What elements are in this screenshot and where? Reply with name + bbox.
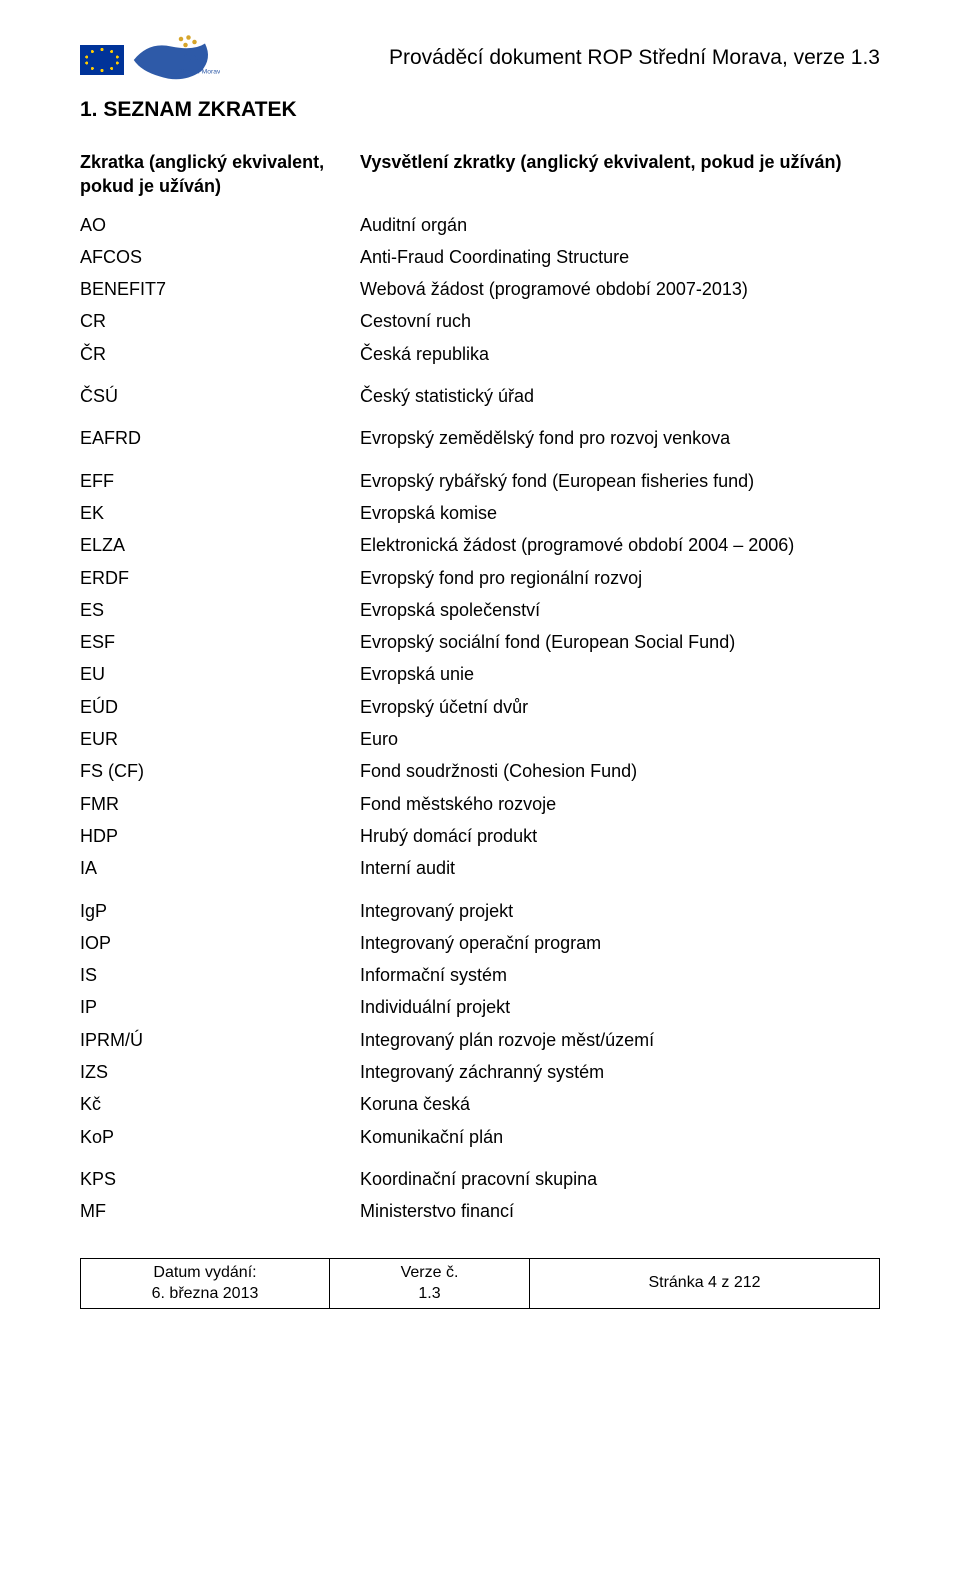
table-row-val: Evropská unie	[360, 658, 880, 690]
table-row-val: Evropský sociální fond (European Social …	[360, 626, 880, 658]
table-row-key: EU	[80, 658, 360, 690]
table-row-key: BENEFIT7	[80, 273, 360, 305]
table-row-key: IP	[80, 991, 360, 1023]
table-row-val: Komunikační plán	[360, 1121, 880, 1153]
table-row-key: Kč	[80, 1088, 360, 1120]
table-row-val: Fond soudržnosti (Cohesion Fund)	[360, 755, 880, 787]
table-row-key: IgP	[80, 895, 360, 927]
table-row-key: KPS	[80, 1163, 360, 1195]
table-row-val: Koordinační pracovní skupina	[360, 1163, 880, 1195]
table-row-val: Evropská komise	[360, 497, 880, 529]
table-row-key: IPRM/Ú	[80, 1024, 360, 1056]
table-row-val: Integrovaný záchranný systém	[360, 1056, 880, 1088]
table-row-key: EFF	[80, 465, 360, 497]
table-row-val: Webová žádost (programové období 2007-20…	[360, 273, 880, 305]
table-row-key: ČR	[80, 338, 360, 370]
table-row-val: Integrovaný plán rozvoje měst/území	[360, 1024, 880, 1056]
abbrev-table: Zkratka (anglický ekvivalent, pokud je u…	[80, 150, 880, 1228]
table-row-val: Hrubý domácí produkt	[360, 820, 880, 852]
table-row-val: Evropský fond pro regionální rozvoj	[360, 562, 880, 594]
table-row-val: Český statistický úřad	[360, 380, 880, 412]
logo-text-top: ROP	[178, 51, 207, 66]
table-row-key: KoP	[80, 1121, 360, 1153]
footer-left-value: 6. března 2013	[91, 1283, 319, 1305]
table-row-val: Evropský rybářský fond (European fisheri…	[360, 465, 880, 497]
table-row-key: IZS	[80, 1056, 360, 1088]
table-row-val: Evropský účetní dvůr	[360, 691, 880, 723]
table-head-left: Zkratka (anglický ekvivalent, pokud je u…	[80, 150, 360, 209]
table-row-key: IOP	[80, 927, 360, 959]
eu-flag-icon	[80, 45, 124, 75]
table-row-val: Elektronická žádost (programové období 2…	[360, 529, 880, 561]
table-row-key: ES	[80, 594, 360, 626]
footer-left: Datum vydání: 6. března 2013	[80, 1258, 330, 1309]
table-row-val: Evropská společenství	[360, 594, 880, 626]
table-row-key: IS	[80, 959, 360, 991]
section-title: 1. SEZNAM ZKRATEK	[80, 98, 880, 122]
table-row-key: EAFRD	[80, 422, 360, 454]
table-row-val: Cestovní ruch	[360, 305, 880, 337]
table-row-val: Auditní orgán	[360, 209, 880, 241]
logo-block: ROP Střední Morava	[80, 30, 220, 90]
table-row-key: IA	[80, 852, 360, 884]
table-head-right: Vysvětlení zkratky (anglický ekvivalent,…	[360, 150, 880, 209]
table-row-val: Euro	[360, 723, 880, 755]
table-row-key: FMR	[80, 788, 360, 820]
footer: Datum vydání: 6. března 2013 Verze č. 1.…	[80, 1258, 880, 1309]
footer-left-label: Datum vydání:	[91, 1262, 319, 1284]
table-row-val: Integrovaný operační program	[360, 927, 880, 959]
doc-title: Prováděcí dokument ROP Střední Morava, v…	[220, 30, 880, 70]
footer-mid-value: 1.3	[340, 1283, 519, 1305]
table-row-val: Individuální projekt	[360, 991, 880, 1023]
rop-logo-icon: ROP Střední Morava	[130, 30, 220, 90]
header: ROP Střední Morava Prováděcí dokument RO…	[80, 30, 880, 90]
table-row-key: FS (CF)	[80, 755, 360, 787]
table-row-key: AFCOS	[80, 241, 360, 273]
table-row-key: MF	[80, 1195, 360, 1227]
table-row-val: Anti-Fraud Coordinating Structure	[360, 241, 880, 273]
table-row-val: Ministerstvo financí	[360, 1195, 880, 1227]
table-row-val: Informační systém	[360, 959, 880, 991]
table-row-key: ČSÚ	[80, 380, 360, 412]
table-row-key: ERDF	[80, 562, 360, 594]
footer-right: Stránka 4 z 212	[530, 1258, 880, 1309]
table-row-key: CR	[80, 305, 360, 337]
footer-mid-label: Verze č.	[340, 1262, 519, 1284]
page: ROP Střední Morava Prováděcí dokument RO…	[0, 0, 960, 1575]
table-row-key: EK	[80, 497, 360, 529]
logo-text-bottom: Střední Morava	[178, 69, 220, 76]
table-row-key: AO	[80, 209, 360, 241]
table-row-val: Fond městského rozvoje	[360, 788, 880, 820]
footer-row: Datum vydání: 6. března 2013 Verze č. 1.…	[80, 1258, 880, 1309]
table-row-val: Integrovaný projekt	[360, 895, 880, 927]
table-row-key: EÚD	[80, 691, 360, 723]
table-row-key: EUR	[80, 723, 360, 755]
table-row-key: ESF	[80, 626, 360, 658]
table-row-val: Interní audit	[360, 852, 880, 884]
table-row-val: Evropský zemědělský fond pro rozvoj venk…	[360, 422, 880, 454]
table-row-val: Česká republika	[360, 338, 880, 370]
footer-mid: Verze č. 1.3	[330, 1258, 530, 1309]
table-row-key: HDP	[80, 820, 360, 852]
table-row-key: ELZA	[80, 529, 360, 561]
table-row-val: Koruna česká	[360, 1088, 880, 1120]
